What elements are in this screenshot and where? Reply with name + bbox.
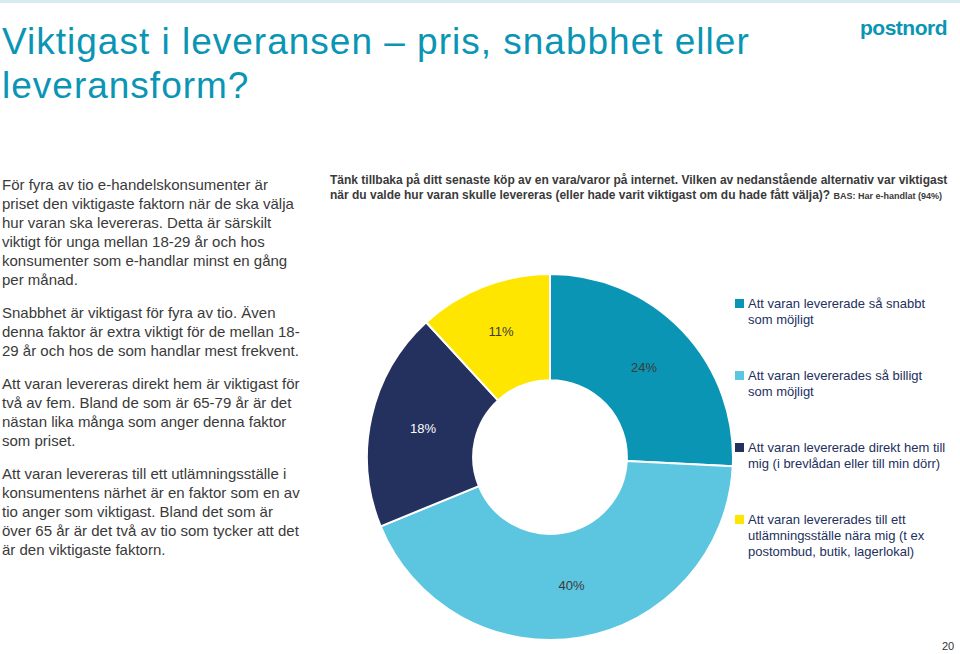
svg-text:24%: 24% (631, 360, 657, 375)
html-text:Viktigast i leveransen – pris,: Viktigast i leveransen – pris, snabbhet … (2, 21, 750, 106)
html-text:Att varan levererade direkt he: Att varan levererade direkt hem till mig… (748, 440, 946, 471)
html-text:20: 20 (942, 640, 955, 652)
svg-text:18%: 18% (410, 421, 436, 436)
html-text:Att varan levererade så snabbt: Att varan levererade så snabbt som möjli… (748, 296, 926, 327)
html-text:Snabbhet är viktigast för fyra: Snabbhet är viktigast för fyra av tio. Ä… (2, 304, 300, 359)
svg-text:40%: 40% (559, 578, 585, 593)
html-text:Tänk tillbaka på ditt senaste: Tänk tillbaka på ditt senaste köp av en … (330, 173, 948, 202)
html-text:Att varan levererades så billi: Att varan levererades så billigt som möj… (748, 368, 923, 399)
html-text:postnord: postnord (860, 16, 947, 39)
html-text:För fyra av tio e-handelskonsu: För fyra av tio e-handelskonsumenter är … (2, 176, 294, 288)
svg-text:11%: 11% (489, 324, 514, 339)
html-text:Att varan levereras direkt hem: Att varan levereras direkt hem är viktig… (2, 375, 300, 449)
html-text:Att varan levererades till ett: Att varan levererades till ett utlämning… (748, 512, 925, 559)
html-text:Att varan levereras till ett u: Att varan levereras till ett utlämningss… (2, 465, 300, 558)
